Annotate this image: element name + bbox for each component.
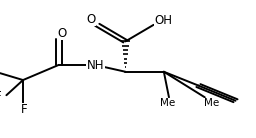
Text: F: F xyxy=(0,90,1,103)
Text: Me: Me xyxy=(204,99,220,108)
Text: Me: Me xyxy=(160,99,175,108)
Text: NH: NH xyxy=(87,59,104,72)
Text: O: O xyxy=(57,27,67,40)
Text: OH: OH xyxy=(154,14,172,26)
Text: F: F xyxy=(21,103,28,116)
Text: O: O xyxy=(86,13,95,26)
